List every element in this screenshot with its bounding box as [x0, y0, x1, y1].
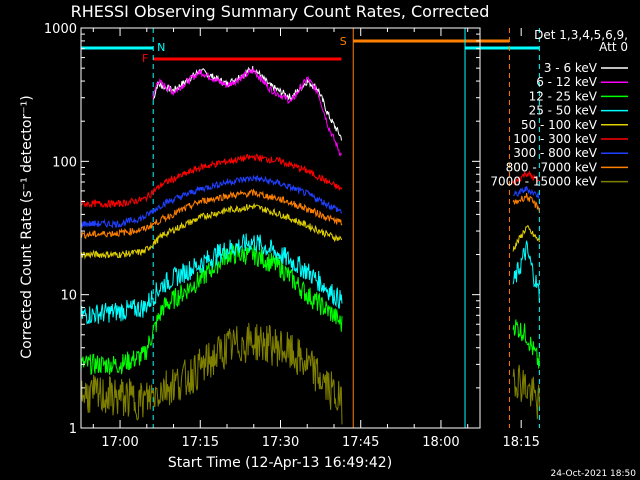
- legend-label-3-6-kev: 3 - 6 keV: [544, 61, 598, 75]
- series-line-800-7000-kev: [80, 188, 343, 239]
- footer-date: 24-Oct-2021 18:50: [551, 469, 637, 479]
- x-tick-label: 17:15: [182, 435, 219, 450]
- series-line-300-800-kev-after-gap: [513, 186, 540, 200]
- x-tick-label: 17:45: [342, 435, 379, 450]
- legend-header-line-1: Det 1,3,4,5,6,9,: [534, 28, 628, 42]
- series-line-300-800-kev: [80, 174, 343, 229]
- legend-label-800-7000-kev: 800 - 7000 keV: [506, 160, 598, 174]
- series-line-7000-15000-kev: [80, 322, 343, 425]
- series-line-100-300-kev: [80, 153, 343, 209]
- legend-label-12-25-kev: 12 - 25 keV: [529, 89, 598, 103]
- series-line-3-6-kev: [152, 66, 342, 141]
- markers-layer: NF S: [81, 35, 540, 65]
- series-line-800-7000-kev-after-gap: [512, 193, 540, 213]
- axes-layer: 17:00 17:15 17:30 17:45 18:00 18:15 1 10 100 1000: [44, 22, 540, 450]
- y-tick-label: 1: [69, 422, 77, 437]
- marker-label-night: N: [157, 41, 165, 54]
- series-layer: [80, 66, 540, 425]
- legend-label-6-12-kev: 6 - 12 keV: [536, 75, 598, 89]
- x-tick-label: 18:15: [502, 435, 539, 450]
- x-tick-label: 17:30: [262, 435, 299, 450]
- y-axis-label: Corrected Count Rate (s⁻¹ detector⁻¹): [19, 95, 35, 358]
- y-tick-label: 100: [52, 155, 77, 170]
- series-line-7000-15000-kev-after-gap: [512, 364, 540, 420]
- y-tick-label: 1000: [44, 22, 77, 37]
- marker-label-flare: F: [142, 52, 148, 65]
- legend-header-line-2: Att 0: [599, 40, 628, 54]
- series-line-25-50-kev: [80, 233, 343, 325]
- series-line-12-25-kev: [80, 243, 343, 375]
- series-line-50-100-kev: [80, 202, 343, 260]
- x-tick-label: 17:00: [101, 435, 138, 450]
- legend-label-7000-15000-kev: 7000 - 15000 keV: [490, 175, 597, 189]
- series-line-25-50-kev-after-gap: [512, 240, 540, 303]
- plot-frame: [80, 27, 481, 429]
- series-line-100-300-kev-after-gap: [512, 170, 540, 187]
- legend-label-100-300-kev: 100 - 300 keV: [513, 132, 597, 146]
- series-line-6-12-kev: [152, 66, 342, 157]
- x-axis-label: Start Time (12-Apr-13 16:49:42): [168, 455, 392, 471]
- legend-label-300-800-kev: 300 - 800 keV: [513, 146, 597, 160]
- legend-label-25-50-kev: 25 - 50 keV: [529, 104, 598, 118]
- marker-label-saa: S: [340, 35, 347, 48]
- series-line-50-100-kev-after-gap: [512, 224, 540, 252]
- legend-label-50-100-kev: 50 - 100 keV: [521, 118, 598, 132]
- y-tick-label: 10: [60, 289, 77, 304]
- series-line-12-25-kev-after-gap: [512, 319, 540, 369]
- chart-title: RHESSI Observing Summary Count Rates, Co…: [71, 2, 490, 21]
- x-tick-label: 18:00: [422, 435, 459, 450]
